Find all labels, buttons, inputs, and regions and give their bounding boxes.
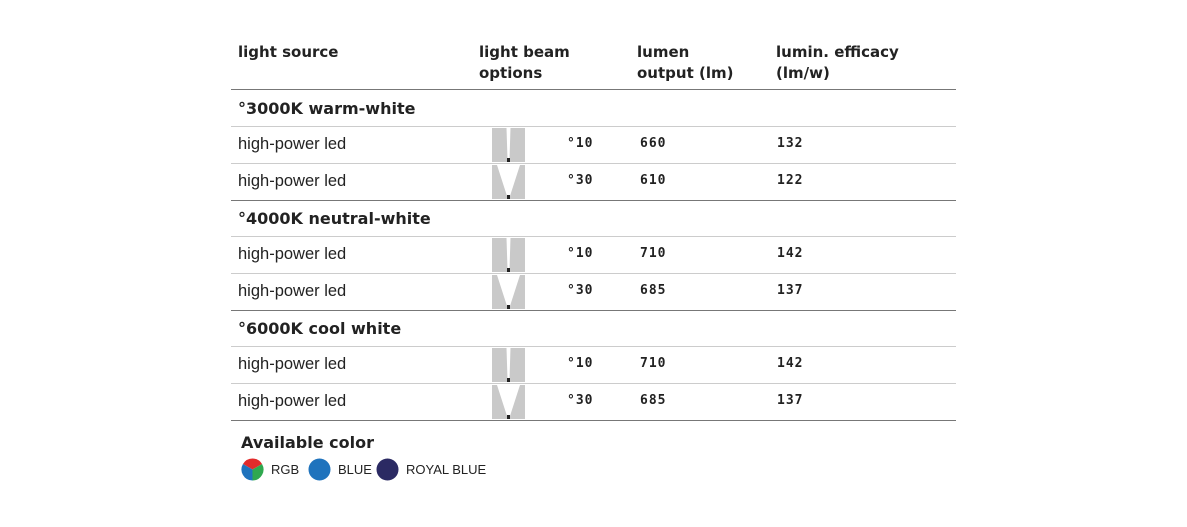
row-divider: [231, 273, 956, 274]
beam-cone: [497, 275, 520, 306]
beam-angle: °10: [567, 246, 594, 261]
row-divider: [231, 89, 956, 90]
column-header: options: [479, 64, 543, 82]
beam-cone: [497, 385, 520, 416]
column-header: (lm/w): [776, 64, 830, 82]
beam-angle: °10: [567, 136, 594, 151]
led: [507, 415, 510, 419]
swatch-circle: [376, 458, 399, 481]
color-swatch: [241, 458, 264, 481]
light-source: high-power led: [238, 392, 347, 410]
beam-icon: [492, 128, 525, 162]
lumen-output: 610: [640, 173, 667, 188]
light-source: high-power led: [238, 282, 347, 300]
luminous-efficacy: 137: [777, 393, 804, 408]
beam-cone: [506, 128, 511, 159]
luminous-efficacy: 122: [777, 173, 804, 188]
swatch-blue: [241, 463, 253, 481]
light-source: high-power led: [238, 245, 347, 263]
beam-angle: °30: [567, 283, 594, 298]
column-header: light source: [238, 43, 339, 61]
led: [507, 378, 510, 382]
beam-angle: °30: [567, 393, 594, 408]
row-divider: [231, 126, 956, 127]
lumen-output: 685: [640, 283, 667, 298]
led: [507, 268, 510, 272]
row-divider: [231, 383, 956, 384]
group-title: °6000K cool white: [238, 319, 402, 338]
colors-title: Available color: [241, 433, 375, 452]
light-source: high-power led: [238, 172, 347, 190]
led: [507, 305, 510, 309]
swatch-red: [242, 458, 263, 470]
lumen-output: 710: [640, 356, 667, 371]
row-divider: [231, 163, 956, 164]
swatch-green: [252, 463, 264, 481]
light-source: high-power led: [238, 355, 347, 373]
led: [507, 158, 510, 162]
column-header: output (lm): [637, 64, 734, 82]
row-divider: [231, 236, 956, 237]
light-source: high-power led: [238, 135, 347, 153]
luminous-efficacy: 142: [777, 356, 804, 371]
row-divider: [231, 346, 956, 347]
lumen-output: 710: [640, 246, 667, 261]
color-label: RGB: [271, 462, 300, 477]
luminous-efficacy: 137: [777, 283, 804, 298]
column-header: light beam: [479, 43, 570, 61]
color-label: BLUE: [338, 462, 372, 477]
column-header: lumen: [637, 43, 690, 61]
beam-icon: [492, 385, 525, 419]
row-divider: [231, 200, 956, 201]
beam-cone: [506, 238, 511, 269]
lumen-output: 685: [640, 393, 667, 408]
color-swatch: [308, 458, 331, 481]
color-swatch: [376, 458, 399, 481]
beam-icon: [492, 348, 525, 382]
column-header: lumin. efficacy: [776, 43, 899, 61]
group-title: °4000K neutral-white: [238, 209, 431, 228]
group-title: °3000K warm-white: [238, 99, 416, 118]
beam-angle: °10: [567, 356, 594, 371]
color-label: ROYAL BLUE: [406, 462, 487, 477]
beam-angle: °30: [567, 173, 594, 188]
beam-cone: [497, 165, 520, 196]
swatch-circle: [308, 458, 331, 481]
led: [507, 195, 510, 199]
beam-icon: [492, 238, 525, 272]
row-divider: [231, 310, 956, 311]
beam-icon: [492, 275, 525, 309]
beam-icon: [492, 165, 525, 199]
lumen-output: 660: [640, 136, 667, 151]
row-divider: [231, 420, 956, 421]
luminous-efficacy: 142: [777, 246, 804, 261]
luminous-efficacy: 132: [777, 136, 804, 151]
beam-cone: [506, 348, 511, 379]
